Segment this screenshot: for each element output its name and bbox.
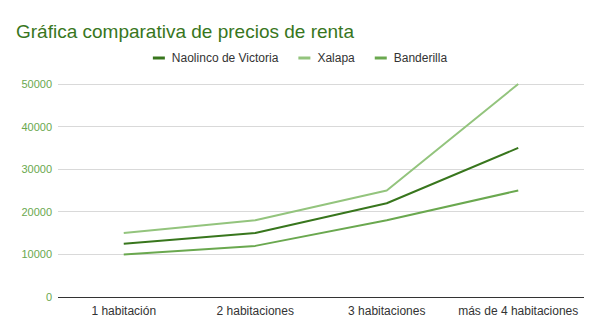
legend-label: Banderilla: [394, 51, 448, 65]
x-tick-label: 1 habitación: [91, 304, 156, 318]
grid-line: [58, 211, 584, 212]
background: [0, 0, 600, 335]
legend-swatch: [298, 57, 310, 60]
y-tick-label: 30000: [21, 163, 52, 175]
series-line: [124, 191, 519, 255]
baseline: [58, 297, 584, 298]
chart: Gráfica comparativa de precios de renta 0…: [0, 0, 600, 335]
legend: Naolinco de Victoria Xalapa Banderilla: [153, 51, 448, 65]
title: Gráfica comparativa de precios de renta: [16, 21, 354, 42]
x-tick-label: 2 habitaciones: [217, 304, 294, 318]
legend-swatch: [153, 57, 165, 60]
grid-line: [58, 169, 584, 170]
series-line: [124, 148, 519, 244]
x-tick-label: 3 habitaciones: [348, 304, 425, 318]
series-group: [124, 84, 519, 254]
legend-label: Xalapa: [317, 51, 355, 65]
grid-line: [58, 126, 584, 127]
grid: [58, 84, 584, 297]
y-tick-label: 10000: [21, 248, 52, 260]
grid-line: [58, 84, 584, 85]
y-tick-label: 20000: [21, 206, 52, 218]
x-tick-label: más de 4 habitaciones: [458, 304, 578, 318]
legend-swatch: [375, 57, 387, 60]
y-tick-label: 40000: [21, 121, 52, 133]
y-axis: [58, 84, 59, 297]
y-tick-label: 0: [46, 291, 52, 303]
legend-label: Naolinco de Victoria: [172, 51, 279, 65]
y-tick-label: 50000: [21, 78, 52, 90]
series-line: [124, 84, 519, 233]
